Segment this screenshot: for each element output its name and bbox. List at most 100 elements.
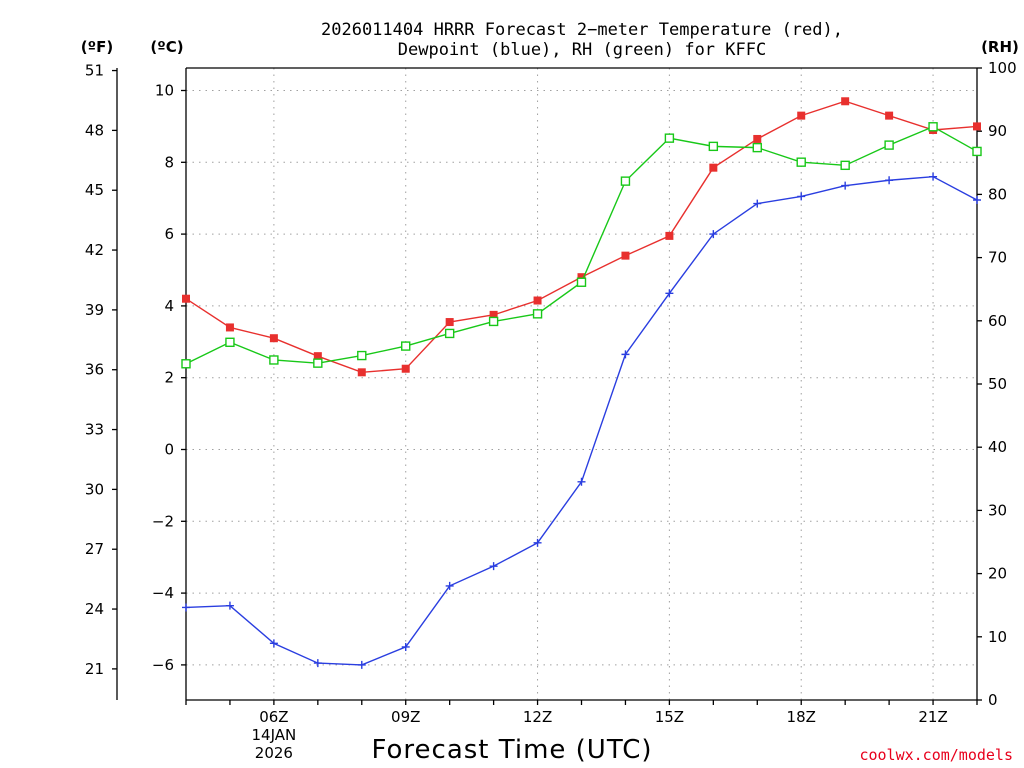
temperature-point-7	[313, 352, 322, 361]
rh-point-12	[532, 309, 543, 319]
x-tick-label-12Z: 12Z	[523, 708, 552, 726]
dewpoint-point-18	[797, 192, 806, 201]
tick-labels: 51484542393633302724211086420−2−4−610090…	[85, 59, 1017, 762]
dewpoint-point-7	[313, 659, 322, 668]
dewpoint-point-15	[665, 289, 674, 298]
axes	[112, 67, 982, 705]
rh-point-17	[752, 142, 762, 153]
x-axis-label: Forecast Time (UTC)	[371, 735, 652, 765]
series-dewpoint	[182, 172, 981, 669]
dewpoint-point-11	[489, 562, 498, 571]
f-tick-label-45: 45	[85, 181, 104, 199]
rh-tick-label-0: 0	[988, 691, 998, 709]
temperature-point-12	[533, 296, 542, 305]
rh-point-8	[357, 350, 367, 361]
rh-point-5	[225, 337, 235, 347]
series-layer	[181, 97, 982, 669]
dewpoint-point-16	[709, 230, 718, 239]
f-tick-label-27: 27	[85, 540, 104, 558]
temperature-point-20	[885, 111, 894, 120]
dewpoint-point-21	[929, 172, 938, 181]
rh-point-22	[972, 146, 982, 157]
x-tick-label-09Z: 09Z	[391, 708, 420, 726]
temperature-point-13	[577, 273, 586, 282]
rh-tick-label-90: 90	[988, 122, 1007, 140]
rh-point-6	[269, 355, 279, 365]
rh-tick-label-70: 70	[988, 249, 1007, 267]
dewpoint-point-12	[533, 538, 542, 547]
rh-tick-label-40: 40	[988, 438, 1007, 456]
c-tick-label-0: 10	[155, 82, 174, 100]
x-tick-label-21Z: 21Z	[918, 708, 947, 726]
c-tick-label-6: −2	[152, 512, 174, 530]
c-tick-label-3: 4	[164, 297, 174, 315]
rh-point-15	[664, 133, 675, 143]
rh-tick-label-50: 50	[988, 375, 1007, 393]
f-tick-label-24: 24	[85, 600, 104, 618]
temperature-point-8	[357, 368, 366, 377]
c-tick-label-8: −6	[152, 656, 174, 674]
temperature-point-11	[489, 310, 498, 319]
c-tick-label-5: 0	[164, 441, 174, 459]
rh-tick-label-30: 30	[988, 501, 1007, 519]
dewpoint-point-10	[445, 581, 454, 590]
rh-point-14	[620, 176, 631, 186]
fahrenheit-unit-label: (ºF)	[81, 38, 113, 56]
f-tick-label-33: 33	[85, 421, 104, 439]
temperature-point-14	[621, 251, 630, 260]
temperature-point-6	[269, 334, 278, 343]
temperature-point-15	[665, 231, 674, 240]
chart-title-line-2: Dewpoint (blue), RH (green) for KFFC	[398, 40, 766, 60]
dewpoint-point-20	[885, 176, 894, 185]
celsius-unit-label: (ºC)	[150, 38, 183, 56]
temperature-point-16	[709, 163, 718, 172]
temperature-point-5	[225, 323, 234, 332]
grid-lines	[186, 68, 977, 700]
f-tick-label-51: 51	[85, 62, 104, 80]
x-tick-sublabel-0: 14JAN	[252, 726, 297, 744]
rh-point-18	[796, 157, 806, 167]
rh-unit-label: (RH)	[981, 38, 1019, 56]
rh-tick-label-60: 60	[988, 312, 1007, 330]
c-tick-label-4: 2	[164, 369, 174, 387]
rh-point-16	[708, 141, 719, 152]
dewpoint-point-5	[225, 601, 234, 610]
f-tick-label-21: 21	[85, 660, 104, 678]
rh-point-11	[488, 316, 499, 327]
temperature-point-4	[182, 294, 190, 303]
c-tick-label-7: −4	[152, 584, 174, 602]
rh-tick-label-100: 100	[988, 59, 1017, 77]
f-tick-label-30: 30	[85, 480, 104, 498]
dewpoint-point-22	[973, 195, 981, 204]
dewpoint-point-9	[401, 642, 410, 651]
dewpoint-point-17	[753, 199, 762, 208]
f-tick-label-39: 39	[85, 301, 104, 319]
dewpoint-point-19	[841, 181, 850, 190]
credit-text: coolwx.com/models	[859, 746, 1013, 764]
temperature-point-17	[753, 134, 762, 143]
rh-point-9	[401, 341, 411, 351]
rh-tick-label-10: 10	[988, 628, 1007, 646]
dewpoint-point-4	[182, 603, 190, 612]
temperature-point-9	[401, 364, 410, 373]
x-tick-label-06Z: 06Z	[259, 708, 288, 726]
rh-tick-label-80: 80	[988, 185, 1007, 203]
rh-point-4	[181, 359, 191, 369]
dewpoint-point-6	[269, 639, 278, 648]
rh-point-7	[313, 358, 323, 368]
series-line-temperature	[185, 100, 978, 374]
rh-point-21	[928, 122, 938, 132]
c-tick-label-2: 6	[164, 225, 174, 243]
dewpoint-point-8	[357, 660, 366, 669]
x-tick-label-15Z: 15Z	[655, 708, 684, 726]
temperature-point-10	[445, 318, 454, 327]
series-line-dewpoint	[185, 175, 978, 666]
rh-point-13	[576, 277, 587, 287]
c-tick-label-1: 8	[164, 153, 174, 171]
series-line-rh	[185, 125, 978, 365]
rh-point-19	[840, 160, 850, 171]
series-temperature	[182, 97, 981, 377]
x-tick-sublabel-1: 2026	[255, 744, 293, 762]
rh-point-20	[884, 140, 894, 150]
